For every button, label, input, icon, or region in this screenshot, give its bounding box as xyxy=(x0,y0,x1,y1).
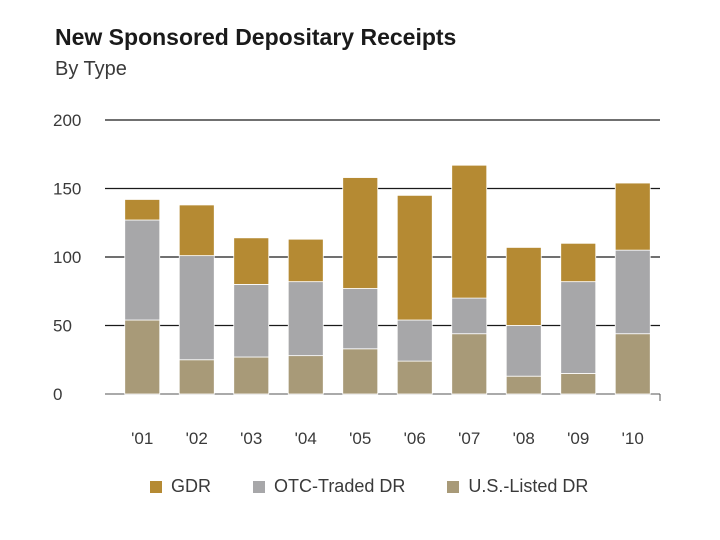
bar-gdr-2 xyxy=(233,237,270,285)
bar-gdr-8 xyxy=(560,242,597,283)
x-tick-label-9: '10 xyxy=(622,429,644,448)
bar-otc-traded-dr-5 xyxy=(396,319,433,362)
bar-gdr-0 xyxy=(124,199,161,221)
bar-u-s-listed-dr-1 xyxy=(178,359,215,395)
bar-gdr-4 xyxy=(342,177,379,289)
legend-label-otc: OTC-Traded DR xyxy=(274,476,406,496)
bar-u-s-listed-dr-2 xyxy=(233,356,270,395)
legend-item-gdr: GDR xyxy=(150,476,211,497)
legend-swatch-otc xyxy=(253,480,265,493)
bar-u-s-listed-dr-6 xyxy=(451,333,488,395)
chart-title: New Sponsored Depositary Receipts xyxy=(55,24,457,50)
bar-u-s-listed-dr-7 xyxy=(505,375,542,395)
bar-gdr-5 xyxy=(396,194,433,321)
y-tick-label-150: 150 xyxy=(53,180,81,199)
legend-swatch-us-listed xyxy=(447,480,460,493)
x-tick-label-2: '03 xyxy=(240,429,262,448)
bar-gdr-6 xyxy=(451,164,488,299)
bar-u-s-listed-dr-4 xyxy=(342,348,379,395)
x-tick-label-8: '09 xyxy=(567,429,589,448)
legend-swatch-gdr xyxy=(150,480,162,493)
x-tick-label-5: '06 xyxy=(404,429,426,448)
x-tick-label-6: '07 xyxy=(458,429,480,448)
bar-otc-traded-dr-8 xyxy=(560,281,597,374)
chart-subtitle: By Type xyxy=(55,58,127,80)
bar-otc-traded-dr-1 xyxy=(178,255,215,361)
x-tick-label-7: '08 xyxy=(513,429,535,448)
x-tick-label-1: '02 xyxy=(186,429,208,448)
legend: GDR OTC-Traded DR U.S.-Listed DR xyxy=(150,476,630,497)
y-tick-label-0: 0 xyxy=(53,385,62,404)
x-tick-label-4: '05 xyxy=(349,429,371,448)
bar-u-s-listed-dr-9 xyxy=(614,333,651,395)
x-tick-label-3: '04 xyxy=(295,429,317,448)
bar-otc-traded-dr-2 xyxy=(233,283,270,358)
bar-otc-traded-dr-3 xyxy=(287,281,324,357)
bar-gdr-7 xyxy=(505,247,542,326)
bar-gdr-1 xyxy=(178,204,215,257)
bar-gdr-9 xyxy=(614,182,651,251)
y-tick-label-200: 200 xyxy=(53,111,81,130)
legend-label-us-listed: U.S.-Listed DR xyxy=(468,476,589,496)
x-tick-label-0: '01 xyxy=(131,429,153,448)
legend-item-us-listed: U.S.-Listed DR xyxy=(447,476,588,497)
bar-otc-traded-dr-6 xyxy=(451,297,488,335)
bar-otc-traded-dr-9 xyxy=(614,249,651,335)
bar-u-s-listed-dr-3 xyxy=(287,355,324,395)
bar-u-s-listed-dr-8 xyxy=(560,373,597,395)
legend-item-otc: OTC-Traded DR xyxy=(253,476,405,497)
bar-otc-traded-dr-4 xyxy=(342,288,379,350)
bar-u-s-listed-dr-5 xyxy=(396,360,433,395)
y-tick-label-100: 100 xyxy=(53,248,81,267)
bar-otc-traded-dr-0 xyxy=(124,219,161,321)
bar-otc-traded-dr-7 xyxy=(505,325,542,377)
y-tick-label-50: 50 xyxy=(53,317,72,336)
bar-gdr-3 xyxy=(287,238,324,283)
bar-u-s-listed-dr-0 xyxy=(124,319,161,395)
legend-label-gdr: GDR xyxy=(171,476,211,496)
